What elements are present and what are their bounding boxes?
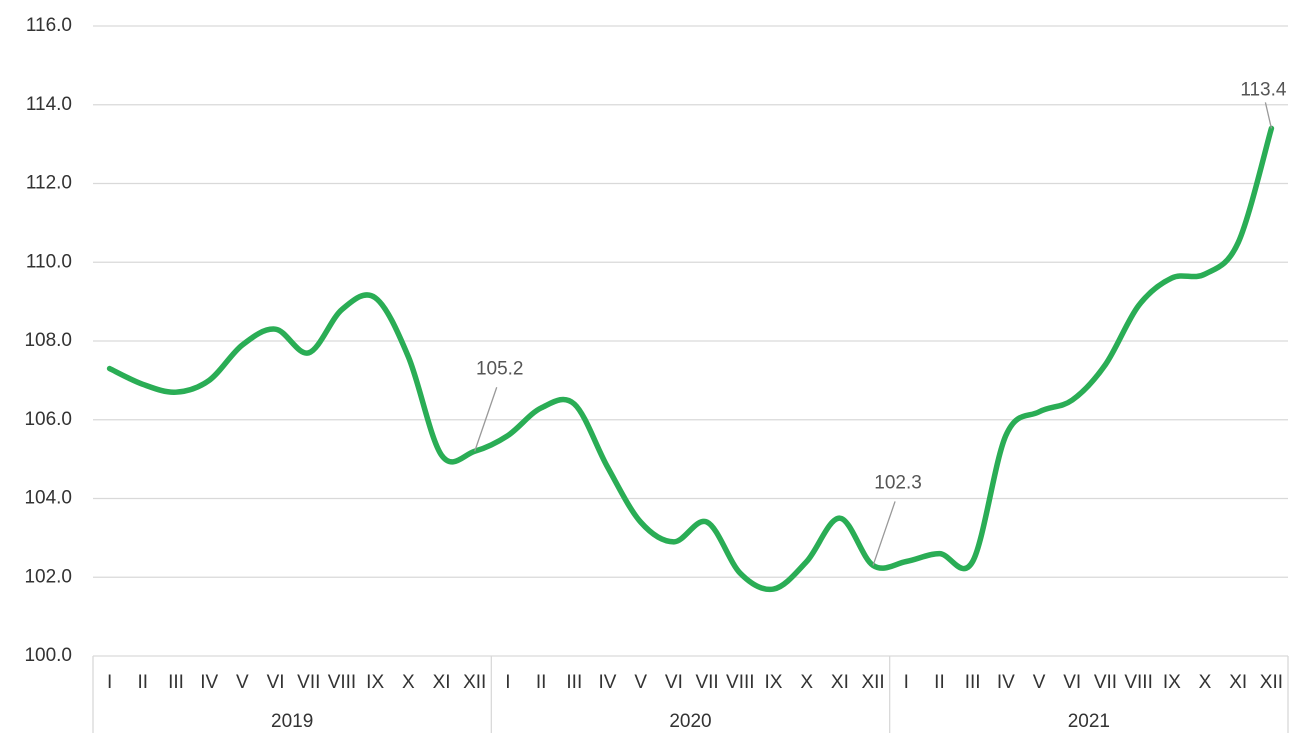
x-tick-label: IX [765,672,783,693]
x-tick-label: II [138,672,149,693]
x-tick-label: VII [1094,672,1117,693]
x-tick-label: VI [665,672,683,693]
x-tick-label: III [566,672,582,693]
x-tick-label: X [800,672,813,693]
x-tick-label: V [236,672,249,693]
x-tick-label: III [168,672,184,693]
x-tick-label: VIII [726,672,755,693]
y-tick-label: 100.0 [24,645,72,666]
x-tick-label: I [505,672,510,693]
x-tick-label: VI [267,672,285,693]
data-label: 105.2 [476,358,524,379]
line [106,125,1275,593]
x-tick-label: X [1199,672,1212,693]
y-tick-label: 114.0 [26,94,72,115]
y-tick-label: 108.0 [24,330,72,351]
x-tick-label: IX [366,672,384,693]
y-tick-label: 116.0 [26,15,72,36]
x-tick-label: II [934,672,945,693]
leader-line [474,387,498,452]
y-tick-label: 102.0 [24,566,72,587]
x-tick-label: II [536,672,547,693]
x-tick-label: XII [463,672,486,693]
x-group-label: 2021 [1068,711,1110,732]
x-tick-label: X [402,672,415,693]
x-group-label: 2019 [271,711,313,732]
x-tick-label: XI [433,672,451,693]
x-tick-label: V [1033,672,1046,693]
x-tick-label: XI [831,672,849,693]
x-tick-label: IV [200,672,218,693]
x-tick-label: XII [1260,672,1283,693]
y-tick-label: 106.0 [24,409,72,430]
y-tick-label: 112.0 [26,173,72,194]
x-tick-label: XII [861,672,884,693]
leader-line [872,501,896,566]
x-tick-label: VIII [328,672,357,693]
x-tick-label: VI [1063,672,1081,693]
leader-line [1264,102,1273,129]
x-tick-label: VII [297,672,320,693]
y-tick-label: 110.0 [26,251,72,272]
x-tick-label: IV [599,672,617,693]
x-tick-label: XI [1229,672,1247,693]
x-tick-label: III [965,672,981,693]
x-group-label: 2020 [669,711,711,732]
x-tick-label: VIII [1124,672,1153,693]
x-tick-label: VII [695,672,718,693]
x-tick-label: I [904,672,909,693]
x-tick-label: I [107,672,112,693]
x-tick-label: V [634,672,647,693]
y-tick-label: 104.0 [24,488,72,509]
data-label: 113.4 [1240,79,1287,100]
x-tick-label: IX [1163,672,1181,693]
x-tick-label: IV [997,672,1015,693]
data-label: 102.3 [874,472,922,493]
